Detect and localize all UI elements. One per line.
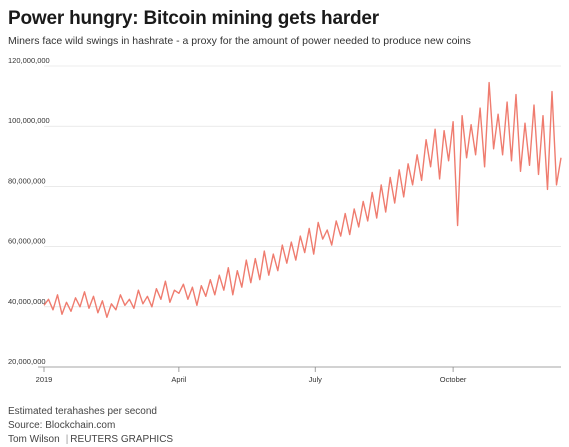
y-axis: 20,000,000 40,000,000 60,000,000 80,000,000… bbox=[8, 56, 50, 366]
unit-note: Estimated terahashes per second bbox=[8, 406, 157, 417]
gridlines bbox=[38, 65, 561, 368]
y-tick-label: 100,000,000 bbox=[8, 116, 50, 125]
x-tick-label: 2019 bbox=[36, 375, 53, 384]
y-tick-label: 60,000,000 bbox=[8, 237, 46, 246]
byline-separator: | bbox=[65, 434, 69, 445]
chart-title: Power hungry: Bitcoin mining gets harder bbox=[8, 8, 379, 29]
chart-notes: Estimated terahashes per second Source: … bbox=[8, 405, 173, 447]
author-name: Tom Wilson bbox=[8, 434, 60, 445]
y-tick-label: 80,000,000 bbox=[8, 176, 46, 185]
x-axis: 2019 April July October bbox=[36, 367, 467, 384]
y-tick-label: 120,000,000 bbox=[8, 56, 50, 65]
x-tick-label: July bbox=[309, 375, 323, 384]
y-tick-label: 40,000,000 bbox=[8, 297, 46, 306]
line-chart: 20,000,000 40,000,000 60,000,000 80,000,000… bbox=[8, 56, 562, 384]
x-tick-label: October bbox=[440, 375, 467, 384]
byline: Tom Wilson | REUTERS GRAPHICS bbox=[8, 433, 173, 447]
y-tick-label: 20,000,000 bbox=[8, 357, 46, 366]
chart-subtitle: Miners face wild swings in hashrate - a … bbox=[8, 35, 471, 47]
source-note: Source: Blockchain.com bbox=[8, 420, 116, 431]
credit-text: REUTERS GRAPHICS bbox=[70, 434, 174, 445]
hashrate-series-line bbox=[43, 81, 562, 318]
x-tick-label: April bbox=[171, 375, 186, 384]
